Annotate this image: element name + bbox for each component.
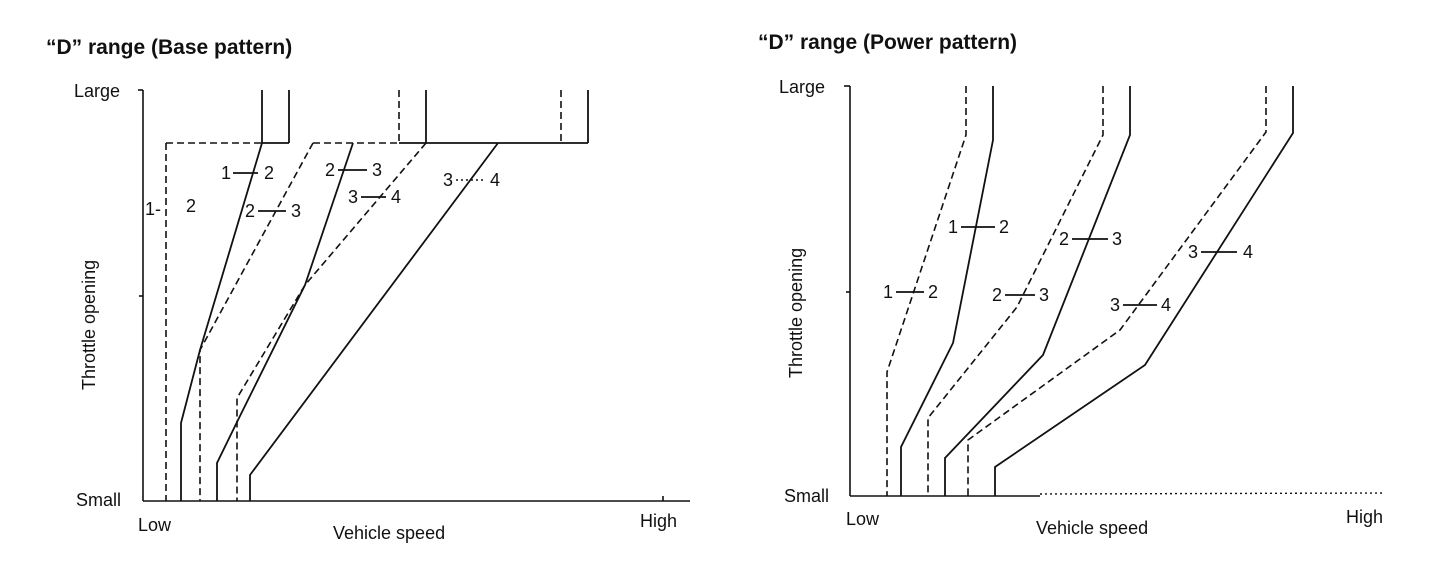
- right-y-top-label: Large: [779, 77, 825, 97]
- right-label-3f: 3: [1110, 295, 1120, 315]
- left-y-bottom-label: Small: [76, 490, 121, 510]
- left-label-2b: 2: [245, 201, 255, 221]
- left-x-high-label: High: [640, 511, 677, 531]
- left-curve-2-3-up: [216, 142, 354, 501]
- left-label-2c: 2: [325, 160, 335, 180]
- right-label-3d: 3: [1039, 285, 1049, 305]
- left-label-1-down: 1-: [145, 199, 161, 219]
- left-label-2-down: 2: [186, 196, 196, 216]
- left-x-axis-label: Vehicle speed: [333, 523, 445, 543]
- left-label-3e: 3: [443, 170, 453, 190]
- right-label-3e: 3: [1188, 242, 1198, 262]
- right-curve-1-2-up: [900, 86, 994, 496]
- left-label-2a: 2: [264, 163, 274, 183]
- left-x-low-label: Low: [138, 515, 172, 535]
- right-label-1a: 1: [948, 217, 958, 237]
- left-curve-3-4-up: [249, 142, 499, 501]
- right-label-3c: 3: [1112, 229, 1122, 249]
- left-label-3c: 3: [372, 160, 382, 180]
- right-label-1b: 1: [883, 282, 893, 302]
- left-curve-1-2-up: [180, 142, 263, 501]
- left-curve-2-3-down: [199, 142, 314, 501]
- right-x-low-label: Low: [846, 509, 880, 529]
- right-x-axis-label: Vehicle speed: [1036, 518, 1148, 538]
- right-label-2d: 2: [992, 285, 1002, 305]
- right-x-high-label: High: [1346, 507, 1383, 527]
- left-panel-title: “D” range (Base pattern): [46, 36, 293, 59]
- left-panel: Large Small Low High Vehicle speed Throt…: [74, 81, 690, 543]
- right-label-4f: 4: [1161, 295, 1171, 315]
- right-label-2b: 2: [928, 282, 938, 302]
- right-panel: Large Small Low High Vehicle speed Throt…: [779, 77, 1386, 538]
- right-x-axis-faint: [1039, 492, 1386, 495]
- left-y-top-label: Large: [74, 81, 120, 101]
- right-curve-2-3-down: [927, 86, 1104, 496]
- right-curve-3-4-down: [967, 86, 1267, 496]
- left-label-1a: 1: [221, 163, 231, 183]
- right-label-2c: 2: [1059, 229, 1069, 249]
- left-curve-3-4-down: [236, 142, 427, 501]
- right-curve-2-3-up: [944, 86, 1131, 496]
- right-y-bottom-label: Small: [784, 486, 829, 506]
- left-y-axis-label: Throttle opening: [79, 260, 99, 390]
- right-label-2a: 2: [999, 217, 1009, 237]
- right-y-axis-label: Throttle opening: [786, 248, 806, 378]
- right-label-4e: 4: [1243, 242, 1253, 262]
- left-label-3d: 3: [348, 187, 358, 207]
- right-curve-3-4-up: [994, 86, 1294, 496]
- left-label-4e: 4: [490, 170, 500, 190]
- right-panel-title: “D” range (Power pattern): [758, 31, 1018, 54]
- left-label-3b: 3: [291, 201, 301, 221]
- left-label-4d: 4: [391, 187, 401, 207]
- right-curve-1-2-down: [886, 86, 967, 496]
